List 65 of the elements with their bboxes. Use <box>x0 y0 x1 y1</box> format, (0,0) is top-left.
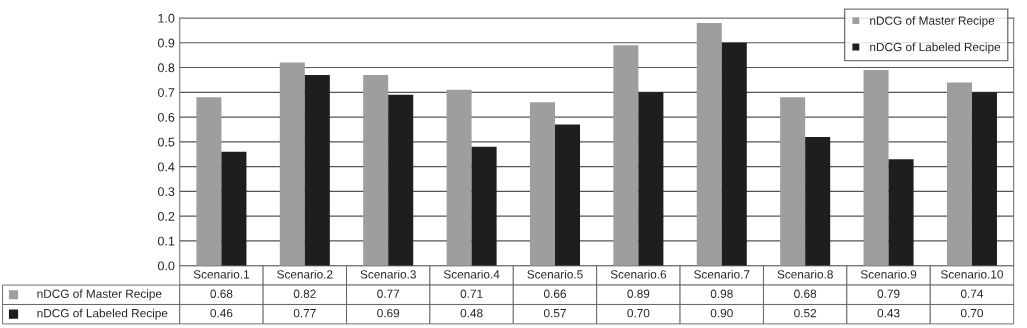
x-tick-label: Scenario.4 <box>443 269 500 279</box>
data-label: 0.68 <box>794 289 817 298</box>
bar <box>304 75 330 266</box>
y-tick-label: 0.4 <box>157 162 175 172</box>
x-tick-label: Scenario.8 <box>777 269 833 279</box>
x-tick-label: Scenario.3 <box>360 269 416 279</box>
y-tick-label: 0.9 <box>157 38 175 48</box>
bar <box>388 94 414 266</box>
data-label: 0.69 <box>377 308 400 318</box>
bar <box>471 146 497 266</box>
data-label: 0.68 <box>210 289 233 298</box>
bar <box>196 97 222 266</box>
x-tick-label: Scenario.9 <box>860 269 917 279</box>
x-tick-label: Scenario.2 <box>277 269 333 279</box>
bar <box>446 89 472 266</box>
y-tick-label: 1.0 <box>158 13 175 23</box>
data-label: 0.70 <box>627 308 650 318</box>
bar <box>529 102 555 266</box>
data-label: 0.74 <box>960 289 984 298</box>
data-label: 0.70 <box>960 308 983 318</box>
bar <box>780 97 806 266</box>
data-label: 0.66 <box>543 289 566 298</box>
legend-label: nDCG of Labeled Recipe <box>870 42 1001 54</box>
legend-label: nDCG of Master Recipe <box>870 16 995 28</box>
y-tick-label: 0.6 <box>157 112 175 122</box>
data-label: 0.90 <box>710 308 733 318</box>
data-label: 0.89 <box>627 289 650 298</box>
x-tick-label: Scenario.7 <box>694 269 750 279</box>
x-tick-label: Scenario.6 <box>610 269 667 279</box>
bar <box>971 92 997 266</box>
bar <box>721 42 747 266</box>
data-label: 0.71 <box>460 289 483 298</box>
bar <box>863 70 889 266</box>
text: nDCG of Master Recipe <box>37 289 162 301</box>
y-tick-label: 0.2 <box>157 211 175 221</box>
data-label: 0.82 <box>293 289 316 298</box>
data-label: 0.77 <box>377 289 400 298</box>
data-label: 0.79 <box>877 289 900 298</box>
bar <box>888 159 914 266</box>
bar <box>613 45 639 266</box>
data-label: 0.43 <box>877 308 900 318</box>
x-tick-label: Scenario.1 <box>193 269 250 279</box>
bar <box>554 124 581 266</box>
data-label: 0.52 <box>794 308 817 318</box>
bar <box>363 75 389 266</box>
bar <box>221 151 247 266</box>
data-label: 0.98 <box>710 289 733 298</box>
text: nDCG of Labeled Recipe <box>37 308 168 320</box>
y-tick-label: 0.1 <box>157 236 175 246</box>
data-label: 0.77 <box>293 308 316 318</box>
y-tick-label: 0.0 <box>157 261 175 271</box>
y-tick-label: 0.7 <box>157 88 175 97</box>
bar <box>696 22 722 266</box>
x-tick-label: Scenario.5 <box>527 269 583 279</box>
bar <box>279 62 305 266</box>
bar <box>805 136 831 266</box>
y-tick-label: 0.5 <box>157 137 175 147</box>
bar <box>946 82 972 266</box>
data-label: 0.46 <box>210 308 233 318</box>
x-tick-label: Scenario.10 <box>940 269 1003 279</box>
data-label: 0.57 <box>543 308 566 318</box>
bar <box>638 92 664 266</box>
data-label: 0.48 <box>460 308 483 318</box>
y-tick-label: 0.8 <box>157 63 175 73</box>
y-tick-label: 0.3 <box>157 187 175 197</box>
